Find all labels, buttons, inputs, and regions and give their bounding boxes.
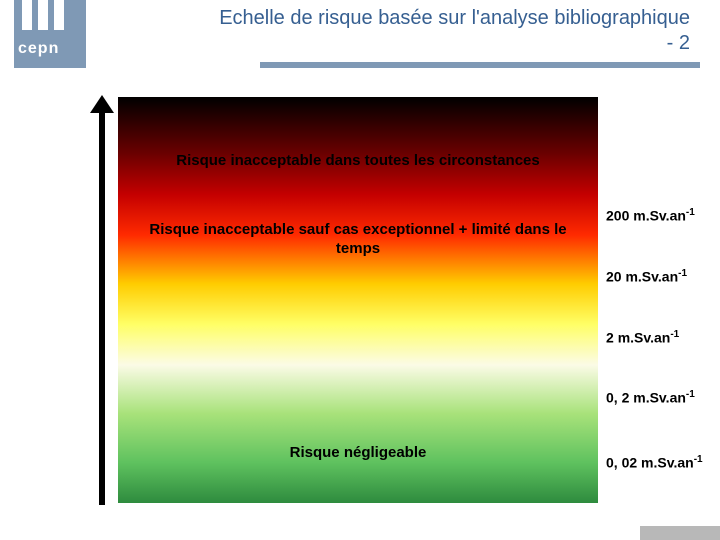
- page-title-line2: - 2: [130, 31, 690, 56]
- brand-logo-bar: [38, 0, 48, 30]
- risk-scale: Risque inacceptable dans toutes les circ…: [90, 95, 710, 525]
- risk-band-negligible: Risque négligeable: [128, 444, 588, 463]
- scale-arrow: [90, 95, 114, 505]
- brand-logo-bars: [22, 0, 64, 30]
- scale-tick-value: 2: [606, 329, 614, 345]
- risk-band-label: Risque négligeable: [290, 444, 427, 461]
- scale-tick-value: 0, 02: [606, 455, 637, 471]
- risk-band-label: Risque inacceptable sauf cas exceptionne…: [149, 221, 566, 257]
- scale-tick-exp: -1: [686, 207, 695, 218]
- scale-tick: 20 m.Sv.an-1: [606, 268, 720, 285]
- brand-logo-bar: [54, 0, 64, 30]
- scale-tick-value: 200: [606, 207, 629, 223]
- title-underline: [260, 62, 700, 68]
- scale-tick: 2 m.Sv.an-1: [606, 329, 720, 346]
- scale-tick-unit: m.Sv.an: [618, 329, 671, 345]
- arrow-shaft: [99, 109, 105, 505]
- brand-logo-bar: [22, 0, 32, 30]
- page-title: Echelle de risque basée sur l'analyse bi…: [130, 6, 690, 56]
- footer-accent: [640, 526, 720, 540]
- scale-tick-exp: -1: [670, 329, 679, 340]
- scale-tick: 0, 2 m.Sv.an-1: [606, 389, 720, 406]
- scale-tick-exp: -1: [694, 454, 703, 465]
- scale-tick-exp: -1: [686, 389, 695, 400]
- scale-tick-value: 20: [606, 268, 622, 284]
- risk-band-label: Risque inacceptable dans toutes les circ…: [176, 152, 539, 169]
- scale-tick-exp: -1: [678, 268, 687, 279]
- scale-tick-unit: m.Sv.an: [633, 207, 686, 223]
- scale-tick-value: 0, 2: [606, 390, 629, 406]
- scale-tick: 0, 02 m.Sv.an-1: [606, 454, 720, 471]
- scale-tick-unit: m.Sv.an: [633, 390, 686, 406]
- scale-tick-unit: m.Sv.an: [625, 268, 678, 284]
- brand-name: cepn: [18, 40, 59, 58]
- risk-band-unacceptable: Risque inacceptable dans toutes les circ…: [128, 152, 588, 171]
- scale-tick: 200 m.Sv.an-1: [606, 207, 720, 224]
- page-title-line1: Echelle de risque basée sur l'analyse bi…: [130, 6, 690, 31]
- risk-band-exceptional: Risque inacceptable sauf cas exceptionne…: [128, 221, 588, 259]
- scale-tick-unit: m.Sv.an: [641, 455, 694, 471]
- brand-logo: cepn: [0, 0, 100, 68]
